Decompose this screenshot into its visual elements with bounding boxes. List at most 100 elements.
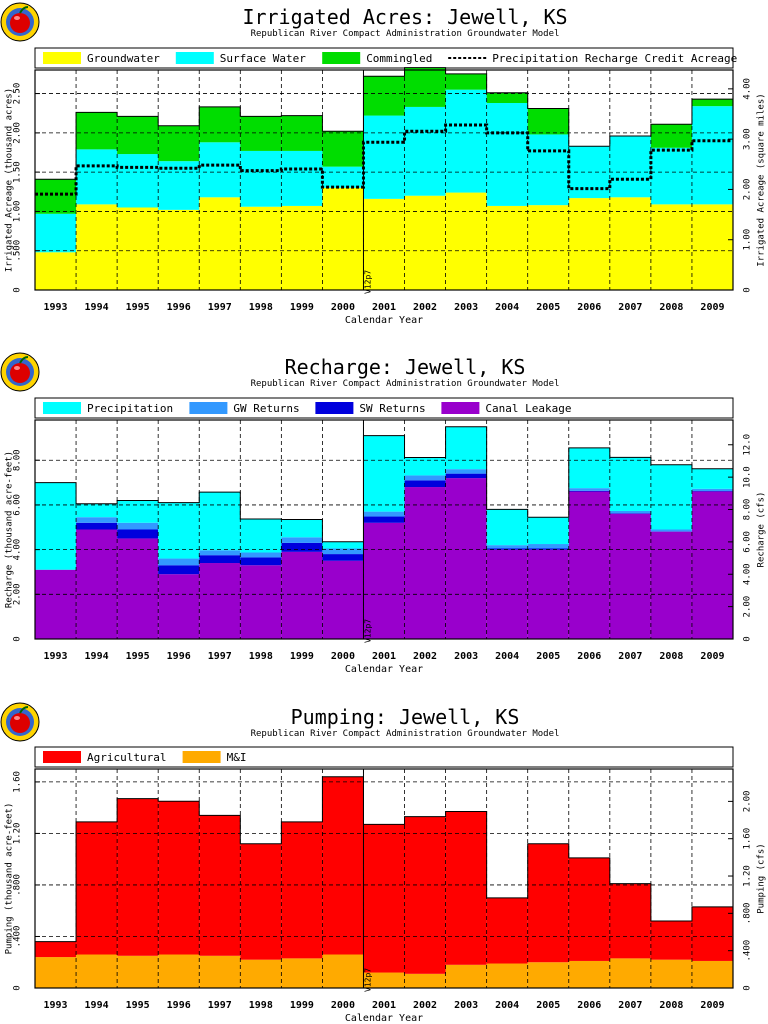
x-tick-label: 1997: [208, 302, 232, 313]
y2-axis-label: Irrigated Acreage (square miles): [757, 93, 767, 266]
x-tick-label: 1998: [249, 1000, 273, 1011]
y-tick-label: 8.00: [13, 449, 23, 471]
bar-segment: [158, 125, 200, 162]
bar-segment: [199, 142, 241, 198]
y-tick-label: 2.00: [13, 122, 23, 144]
bar-segment: [76, 529, 118, 639]
series-m-i: [35, 954, 733, 988]
legend-item: Groundwater: [43, 52, 160, 65]
x-tick-label: 1996: [167, 1000, 191, 1011]
bar-segment: [609, 513, 651, 639]
bar-segment: [35, 941, 77, 958]
bar-segment: [404, 816, 446, 974]
bar-segment: [691, 906, 733, 961]
bar-segment: [363, 435, 405, 512]
bar-segment: [691, 204, 733, 290]
bar-segment: [445, 192, 487, 290]
legend-item: GW Returns: [189, 402, 300, 415]
bar-segment: [445, 469, 487, 474]
x-tick-label: 2005: [536, 302, 560, 313]
y-tick-label: 0: [13, 287, 23, 292]
y2-tick-label: 2.00: [743, 179, 753, 201]
x-tick-label: 2006: [577, 302, 601, 313]
x-tick-label: 2004: [495, 651, 519, 662]
x-axis-label: Calendar Year: [345, 315, 423, 326]
legend-label: Groundwater: [87, 52, 160, 65]
x-tick-label: 1996: [167, 302, 191, 313]
bar-segment: [609, 513, 651, 514]
legend-swatch: [175, 52, 214, 64]
bar-segment: [527, 205, 569, 290]
bar-segment: [35, 957, 77, 988]
bar-segment: [568, 960, 610, 988]
bar-segment: [650, 147, 692, 205]
y-tick-label: 2.00: [13, 583, 23, 605]
bar-segment: [281, 551, 323, 639]
x-tick-label: 2000: [331, 302, 355, 313]
x-tick-label: 2005: [536, 651, 560, 662]
legend-item: SW Returns: [315, 402, 426, 415]
bar-segment: [568, 198, 610, 290]
series-commingled: [35, 67, 733, 214]
legend-label: Precipitation Recharge Credit Acreage: [492, 52, 737, 65]
series-precipitation-recharge-credit-acreage: [35, 123, 733, 196]
plot-frame: [34, 419, 734, 640]
legend-swatch: [182, 751, 221, 763]
y-axis-label: Irrigated Acreage (thousand acres): [5, 88, 15, 272]
legend-label: SW Returns: [359, 402, 425, 415]
version-label: V12p7: [363, 619, 372, 643]
bar-segment: [117, 154, 159, 208]
bar-segment: [445, 811, 487, 965]
bar-segment: [650, 204, 692, 290]
bar-segment: [322, 954, 364, 988]
bar-segment: [568, 488, 610, 491]
bar-segment: [117, 500, 159, 523]
bar-segment: [158, 565, 200, 575]
bar-segment: [527, 843, 569, 963]
bar-segment: [117, 798, 159, 956]
bar-segment: [117, 529, 159, 539]
x-tick-label: 1998: [249, 651, 273, 662]
bar-segment: [363, 198, 405, 290]
bar-segment: [363, 824, 405, 973]
bar-segment: [691, 99, 733, 107]
bar-segment: [404, 475, 446, 481]
legend-label: Canal Leakage: [485, 402, 571, 415]
bar-segment: [609, 510, 651, 514]
legend-swatch: [315, 402, 354, 414]
x-tick-label: 2003: [454, 651, 478, 662]
legend-item: M&I: [182, 751, 246, 764]
bar-segment: [240, 959, 282, 988]
series-surface-water: [35, 89, 733, 253]
bar-segment: [35, 482, 77, 570]
x-tick-label: 1995: [126, 302, 150, 313]
bar-segment: [158, 502, 200, 559]
legend-item: Canal Leakage: [441, 402, 571, 415]
x-tick-label: 1995: [126, 1000, 150, 1011]
x-axis-label: Calendar Year: [345, 664, 423, 675]
bar-segment: [691, 106, 733, 205]
bar-segment: [650, 959, 692, 988]
y-tick-label: 0: [13, 636, 23, 641]
legend-label: Surface Water: [220, 52, 306, 65]
bar-segment: [650, 531, 692, 639]
bar-segment: [527, 108, 569, 135]
bar-segment: [322, 166, 364, 188]
bar-segment: [322, 554, 364, 561]
x-tick-label: 2002: [413, 651, 437, 662]
chart-title: Pumping: Jewell, KS: [291, 705, 520, 729]
chart-title: Irrigated Acres: Jewell, KS: [242, 5, 567, 29]
bar-segment: [158, 558, 200, 566]
x-tick-label: 1993: [43, 651, 67, 662]
bar-segment: [486, 963, 528, 988]
bar-segment: [199, 492, 241, 551]
x-tick-label: 2007: [618, 1000, 642, 1011]
x-tick-label: 1993: [43, 1000, 67, 1011]
x-tick-label: 1998: [249, 302, 273, 313]
bar-segment: [158, 161, 200, 210]
y-tick-label: 4.00: [13, 539, 23, 561]
bar-segment: [199, 106, 241, 143]
x-tick-label: 2001: [372, 1000, 396, 1011]
chart-subtitle: Republican River Compact Administration …: [251, 379, 560, 389]
